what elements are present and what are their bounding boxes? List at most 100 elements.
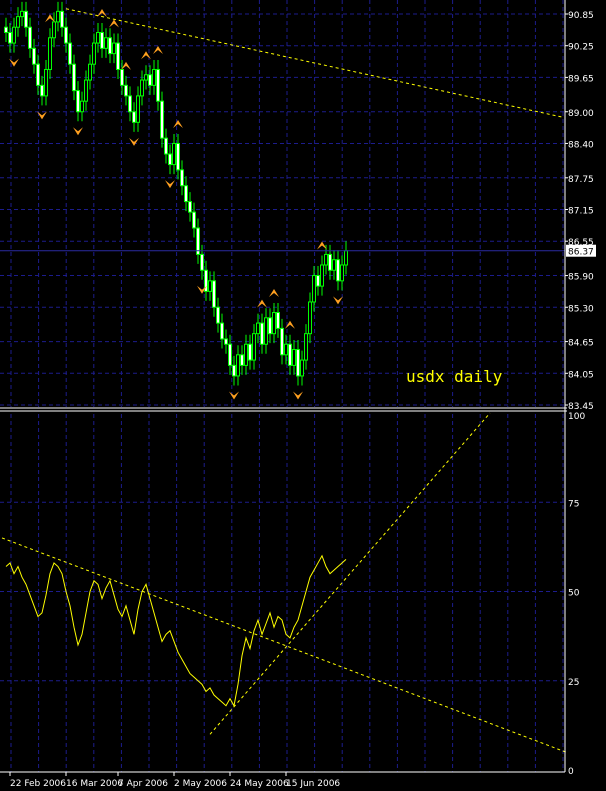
candle <box>116 33 120 79</box>
candle <box>220 313 224 349</box>
candle-body <box>96 31 100 44</box>
candle <box>216 297 220 333</box>
candle <box>336 250 340 291</box>
candle <box>60 1 64 37</box>
candle-body <box>244 343 248 366</box>
candle-body <box>60 10 64 28</box>
candle <box>112 33 116 64</box>
candle-body <box>276 312 280 329</box>
fractal-down-icon <box>197 285 207 294</box>
candle-body <box>224 338 228 345</box>
osc-tick-label: 0 <box>568 767 574 777</box>
candle-body <box>76 90 80 113</box>
candle <box>128 86 132 122</box>
candle <box>320 255 324 296</box>
candle <box>324 244 328 275</box>
candle-body <box>48 37 52 70</box>
candle-body <box>304 333 308 361</box>
candle <box>144 65 148 90</box>
candle-body <box>204 269 208 292</box>
candle <box>64 17 68 53</box>
candle-body <box>180 169 184 187</box>
candle <box>124 75 128 106</box>
candle <box>308 292 312 344</box>
osc-tick-label: 75 <box>568 499 579 509</box>
candle <box>212 271 216 317</box>
candle-body <box>52 21 56 39</box>
candle <box>256 313 260 344</box>
candles <box>4 1 348 386</box>
candle <box>140 70 144 106</box>
fractal-down-icon <box>333 296 343 305</box>
candle-body <box>80 100 84 113</box>
candle <box>332 250 336 280</box>
candle-body <box>320 264 324 287</box>
candle <box>180 160 184 196</box>
candle <box>92 33 96 74</box>
y-tick-label: 87.15 <box>568 207 594 217</box>
candle-body <box>280 327 284 356</box>
candle-body <box>340 264 344 282</box>
y-tick-label: 85.90 <box>568 273 594 283</box>
candle <box>224 329 228 354</box>
candle-body <box>120 68 124 86</box>
fractal-down-icon <box>129 137 139 146</box>
chart-annotation: usdx daily <box>406 367 503 386</box>
candle <box>236 345 240 386</box>
candle <box>104 28 108 58</box>
candle-body <box>36 63 40 86</box>
candle-body <box>168 153 172 166</box>
candle <box>16 7 20 37</box>
candle <box>36 54 40 95</box>
candle-body <box>232 364 236 377</box>
candle <box>48 28 52 79</box>
candle <box>196 218 200 264</box>
candle-body <box>72 63 76 92</box>
current-price-label: 86.37 <box>568 248 594 258</box>
candle-body <box>28 26 32 49</box>
fractal-down-icon <box>293 391 303 400</box>
y-tick-label: 84.65 <box>568 339 594 349</box>
candle <box>228 334 232 375</box>
candle <box>240 345 244 375</box>
current-price-badge <box>566 244 596 257</box>
candle-body <box>100 31 104 49</box>
candle <box>160 91 164 148</box>
candle-body <box>136 95 140 123</box>
candle <box>252 324 256 370</box>
candle <box>164 128 168 164</box>
candle-body <box>152 68 156 86</box>
candle-body <box>208 280 212 292</box>
candle-body <box>288 343 292 366</box>
candle <box>100 22 104 58</box>
candle-body <box>200 253 204 271</box>
y-tick-label: 86.55 <box>568 238 594 248</box>
candle-body <box>324 253 328 266</box>
candle <box>248 334 252 370</box>
candle <box>40 75 44 106</box>
candle <box>272 303 276 344</box>
candle-body <box>328 253 332 271</box>
candle <box>204 260 208 301</box>
candle-body <box>64 26 68 44</box>
fractal-up-icon <box>257 299 267 308</box>
candle-body <box>344 250 348 266</box>
oscillator-line <box>5 554 347 708</box>
candle-body <box>272 312 276 335</box>
candle <box>8 22 12 53</box>
osc-tick-label: 50 <box>568 589 580 599</box>
candle-body <box>240 354 244 366</box>
candle-body <box>40 84 44 97</box>
candle <box>244 334 248 375</box>
x-tick-label: 24 May 2006 <box>230 779 289 789</box>
candle-body <box>172 142 176 166</box>
fractal-up-icon <box>317 241 327 250</box>
candle <box>340 255 344 291</box>
fractal-up-icon <box>269 289 279 298</box>
candle <box>208 271 212 301</box>
osc-tick-label: 25 <box>568 678 579 688</box>
candle <box>56 1 60 32</box>
osc-tick-label: 100 <box>568 412 585 422</box>
